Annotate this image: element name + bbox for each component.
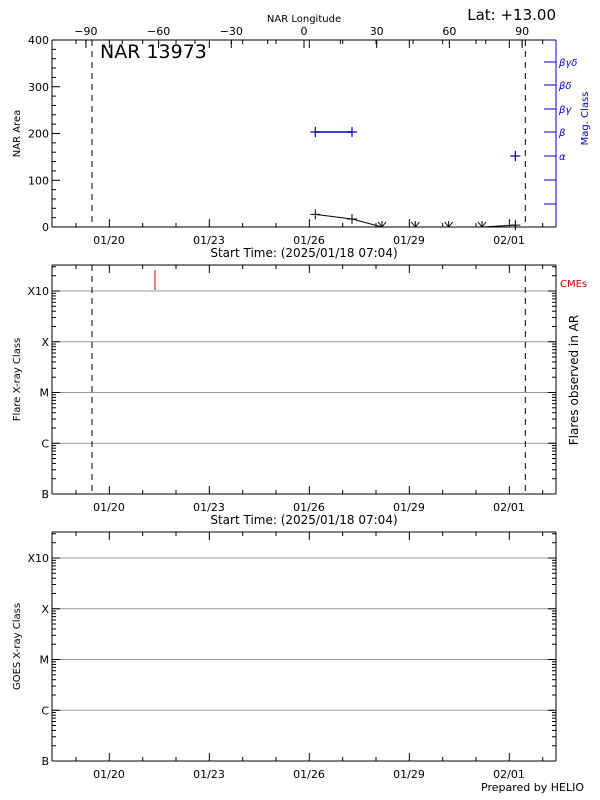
x-tick-label: 01/20	[93, 501, 125, 514]
lon-tick-label: −90	[74, 25, 97, 38]
mag-class-point	[310, 127, 321, 137]
x-tick-label: 01/23	[193, 768, 225, 781]
class-tick-label: M	[40, 654, 50, 667]
x-tick-label: 01/26	[293, 768, 325, 781]
goes-panel: B C M X X10 GOES X-ray Class 01/20 01/23 01/26 01…	[12, 531, 557, 781]
lon-tick-label: 90	[515, 25, 529, 38]
nar-area-panel: −90 −60 −30 0 30 60 90 NAR Longitude Lat: +13.00…	[12, 6, 591, 260]
x-tick-label: 01/26	[293, 501, 325, 514]
mag-class-label: α	[559, 152, 566, 163]
x-tick-label: 01/29	[393, 501, 425, 514]
y-tick-label: 400	[28, 34, 49, 47]
x-tick-label: 01/20	[93, 234, 125, 247]
mag-class-label: β	[558, 128, 566, 139]
x-tick-label: 01/20	[93, 768, 125, 781]
x-tick-label: 01/29	[393, 768, 425, 781]
lon-tick-label: 0	[301, 25, 308, 38]
class-tick-label: B	[41, 488, 49, 501]
x-tick-label: 02/01	[493, 768, 525, 781]
mag-class-label: βγδ	[558, 58, 577, 69]
y-axis-title: NAR Area	[12, 110, 23, 157]
y-tick-label: 300	[28, 81, 49, 94]
mag-class-label: βδ	[558, 81, 572, 92]
class-tick-label: X	[41, 603, 49, 616]
y-axis-title: GOES X-ray Class	[12, 603, 23, 690]
region-title: NAR 13973	[100, 41, 207, 63]
lon-tick-label: 60	[442, 25, 456, 38]
credit-label: Prepared by HELIO	[481, 781, 584, 794]
latitude-label: Lat: +13.00	[467, 6, 556, 24]
y-axis-title: Flare X-ray Class	[12, 338, 23, 422]
class-tick-label: C	[41, 704, 49, 717]
class-tick-label: X	[41, 336, 49, 349]
y-tick-label: 0	[42, 221, 49, 234]
class-tick-label: C	[41, 437, 49, 450]
x-tick-label: 01/23	[193, 234, 225, 247]
area-point	[310, 209, 321, 220]
y-tick-label: 200	[28, 128, 49, 141]
class-tick-label: X10	[27, 285, 49, 298]
lon-tick-label: −30	[220, 25, 243, 38]
lon-tick-label: −60	[147, 25, 170, 38]
x-tick-label: 01/26	[293, 234, 325, 247]
top-axis-title: NAR Longitude	[267, 14, 341, 25]
mag-axis-title: Mag. Class	[580, 92, 591, 146]
x-tick-label: 02/01	[493, 234, 525, 247]
upper-limit-marker	[377, 221, 387, 228]
area-point	[347, 214, 357, 225]
mag-class-point	[510, 151, 521, 161]
flares-panel: B C M X X10 Flare X-ray Class 01/20 01/23 01/26 0…	[12, 264, 587, 527]
area-point	[510, 220, 521, 231]
upper-limit-marker	[410, 221, 420, 228]
x-axis-title: Start Time: (2025/01/18 07:04)	[210, 246, 397, 260]
class-tick-label: B	[41, 755, 49, 768]
upper-limit-marker	[477, 221, 487, 228]
class-tick-label: X10	[27, 552, 49, 565]
x-tick-label: 01/23	[193, 501, 225, 514]
x-tick-label: 01/29	[393, 234, 425, 247]
class-tick-label: M	[40, 387, 50, 400]
upper-limit-marker	[444, 221, 454, 228]
y-tick-label: 100	[28, 174, 49, 187]
x-tick-label: 02/01	[493, 501, 525, 514]
mag-class-label: βγ	[558, 105, 572, 116]
lon-tick-label: 30	[370, 25, 384, 38]
x-axis-title: Start Time: (2025/01/18 07:04)	[210, 513, 397, 527]
cme-legend-label: CMEs	[560, 279, 587, 290]
right-axis-title: Flares observed in AR	[567, 315, 581, 445]
mag-class-point	[347, 127, 357, 137]
